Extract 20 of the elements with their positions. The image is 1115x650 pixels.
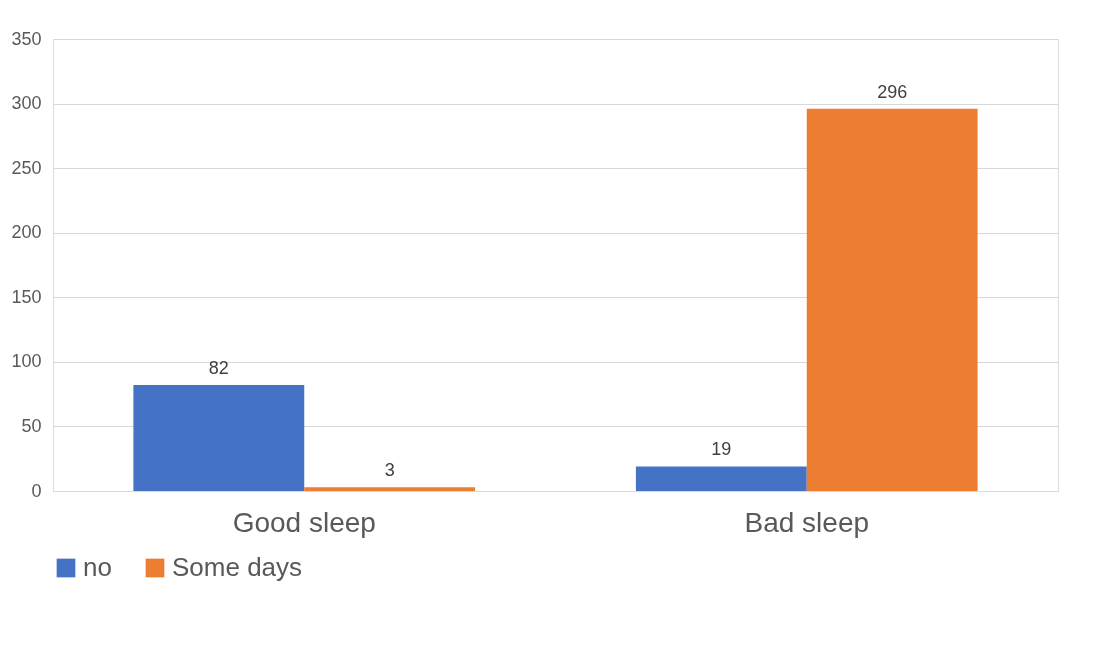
data-label: 82 [208,358,229,379]
bar [304,487,476,491]
y-tick-label: 350 [11,28,42,49]
y-tick-label: 300 [11,93,42,114]
y-tick-label: 50 [21,415,42,436]
bar [806,108,978,491]
x-tick-label: Good sleep [232,506,376,538]
y-tick-label: 100 [11,351,42,372]
y-tick-label: 250 [11,157,42,178]
data-label: 3 [384,460,395,481]
y-tick-label: 200 [11,222,42,243]
data-label: 296 [877,81,908,102]
bar [635,466,807,491]
y-tick-label: 0 [31,480,42,501]
bar [133,385,305,491]
x-tick-label: Bad sleep [744,506,870,538]
data-label: 19 [711,439,732,460]
legend-label: no [83,552,112,582]
legend-label: Some days [172,552,303,582]
y-tick-label: 150 [11,286,42,307]
